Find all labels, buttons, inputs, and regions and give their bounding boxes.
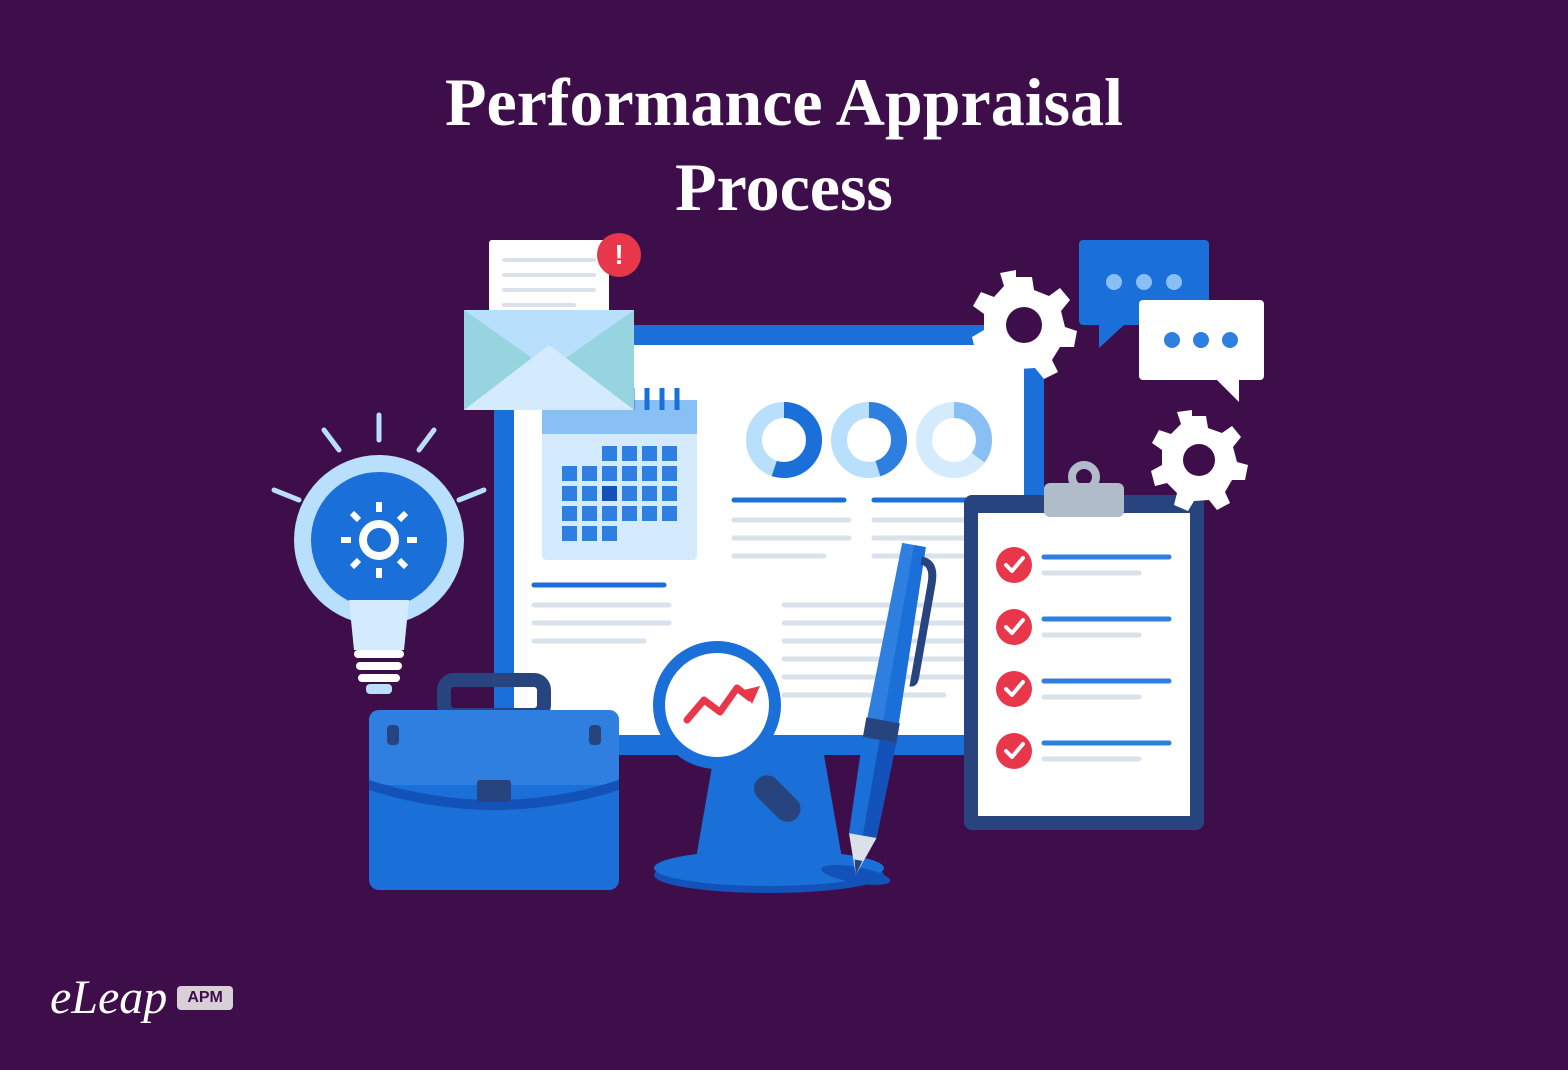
- lightbulb-icon: [274, 415, 484, 694]
- logo: eLeap APM: [50, 970, 233, 1025]
- logo-text: eLeap: [50, 970, 167, 1025]
- infographic: !: [124, 0, 1444, 1065]
- infographic-svg: !: [124, 0, 1444, 1065]
- clipboard-icon: [964, 465, 1204, 830]
- envelope-icon: !: [464, 233, 641, 410]
- calendar-icon: [542, 388, 697, 560]
- briefcase-icon: [369, 680, 619, 890]
- chat-icon: [1079, 240, 1264, 402]
- logo-badge: APM: [177, 986, 233, 1010]
- svg-text:!: !: [614, 239, 623, 270]
